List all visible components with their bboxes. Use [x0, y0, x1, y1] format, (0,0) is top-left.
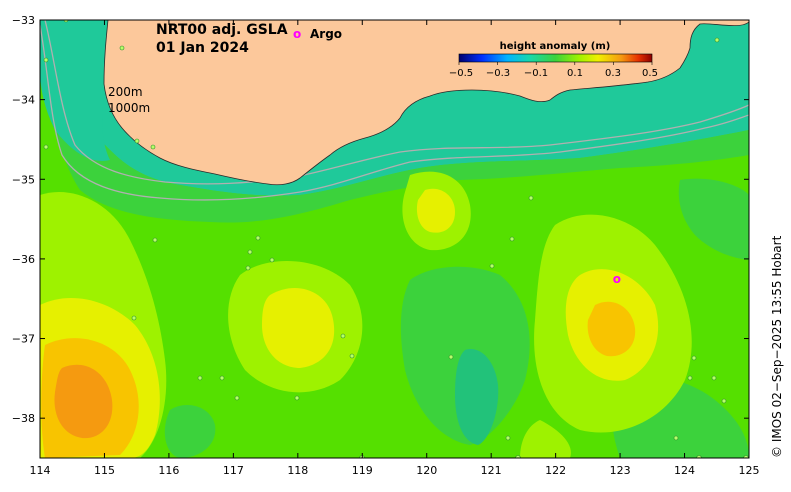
colorbar-tick-label: −0.5	[449, 68, 473, 79]
x-axis-tick-label: 114	[30, 464, 51, 477]
isobath-1000m	[40, 24, 749, 201]
y-axis-tick-label: −35	[12, 173, 35, 186]
imos-credit: © IMOS 02−Sep−2025 13:55 Hobart	[770, 235, 784, 458]
x-axis-tick-label: 115	[94, 464, 115, 477]
argo-legend-label: Argo	[310, 27, 342, 41]
yellow-zone-central	[262, 287, 335, 368]
x-axis-tick-label: 118	[287, 464, 308, 477]
x-axis-tick-label: 125	[739, 464, 760, 477]
x-axis-tick-label: 117	[223, 464, 244, 477]
colorbar-tick-label: 0.5	[642, 68, 658, 79]
colorbar-tick-label: 0.1	[567, 68, 583, 79]
y-axis: −33 −34 −35 −36 −37 −38	[12, 14, 749, 425]
isobath-label-1000m: 1000m	[108, 101, 150, 115]
x-axis-tick-label: 120	[416, 464, 437, 477]
colorbar-tick-label: 0.3	[605, 68, 621, 79]
y-axis-tick-label: −37	[12, 333, 35, 346]
colorbar-ticks	[458, 62, 653, 65]
colorbar-ramp	[458, 53, 653, 63]
y-axis-tick-label: −36	[12, 253, 35, 266]
orange-core-west	[54, 364, 113, 439]
colorbar-title: height anomaly (m)	[500, 41, 611, 52]
plot-frame	[39, 19, 750, 459]
argo-legend: o Argo	[293, 27, 342, 41]
map-title-date: 01 Jan 2024	[156, 40, 249, 56]
map-title-product: NRT00 adj. GSLA	[156, 22, 288, 38]
isobath-200m	[44, 20, 749, 185]
y-axis-tick-label: −34	[12, 94, 35, 107]
amber-zone-east	[587, 301, 636, 357]
x-axis-tick-label: 121	[481, 464, 502, 477]
yellow-zone-north	[416, 188, 455, 233]
map-plot-area	[40, 20, 749, 458]
x-axis-tick-label: 122	[545, 464, 566, 477]
x-axis-tick-label: 123	[610, 464, 631, 477]
y-axis-tick-label: −38	[12, 412, 35, 425]
x-axis-tick-label: 124	[674, 464, 695, 477]
y-axis-tick-label: −33	[12, 14, 35, 27]
sample-dots	[43, 20, 749, 458]
teal-patch-center	[455, 349, 499, 445]
west-teal-zone	[40, 20, 110, 161]
x-axis-tick-label: 116	[158, 464, 179, 477]
argo-float-marker: o	[613, 272, 621, 286]
x-axis: 114 115 116 117 118 119 120 121 122 123 124 125	[30, 20, 760, 477]
x-axis-tick-label: 119	[352, 464, 373, 477]
mid-green-patch-south	[164, 405, 216, 458]
colorbar: height anomaly (m) −0.5 −0.3 −0.1 0.1 0.…	[449, 41, 658, 79]
mid-green-patch-east	[678, 178, 749, 260]
lime-zone-sw	[520, 420, 571, 458]
colorbar-tick-label: −0.1	[524, 68, 548, 79]
isobath-label-200m: 200m	[108, 85, 143, 99]
colorbar-tick-label: −0.3	[486, 68, 510, 79]
argo-legend-marker: o	[293, 27, 301, 41]
